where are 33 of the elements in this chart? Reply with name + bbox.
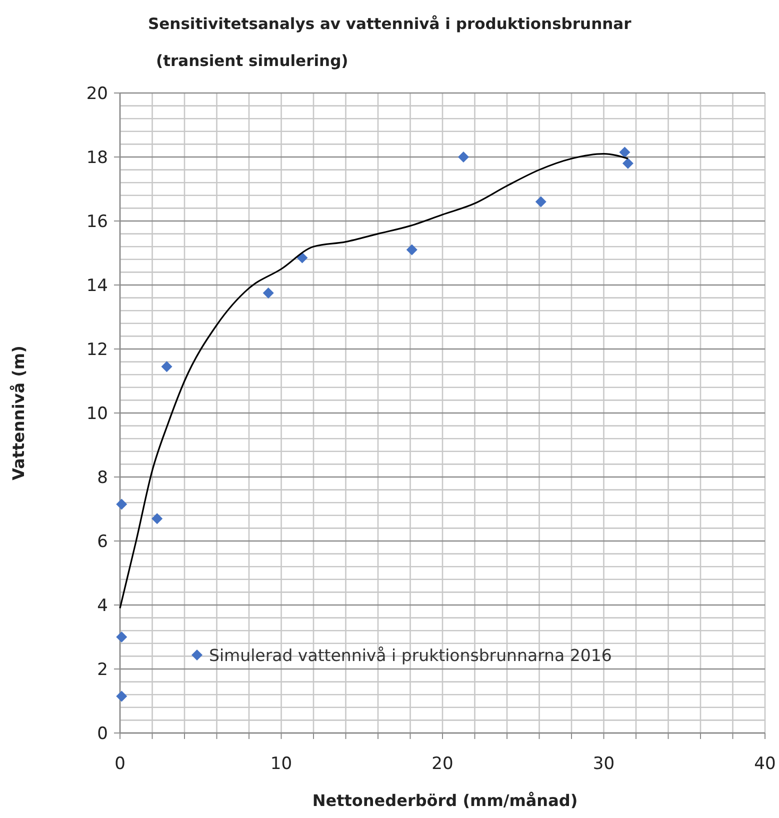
- y-tick-label: 4: [97, 596, 108, 616]
- point: [116, 632, 128, 642]
- y-tick-label: 2: [97, 660, 108, 680]
- x-tick-label: 20: [432, 754, 454, 774]
- point: [262, 288, 274, 298]
- y-tick-label: 14: [86, 276, 108, 296]
- x-tick-label: 0: [114, 754, 126, 774]
- point: [116, 690, 128, 702]
- point: [535, 196, 546, 208]
- y-tick-label: 12: [86, 340, 108, 360]
- x-axis-title: Nettonederbörd (mm/månad): [312, 791, 578, 810]
- point: [406, 244, 418, 256]
- point: [152, 513, 163, 524]
- chart-subtitle: (transient simulering): [156, 52, 348, 70]
- point: [116, 498, 128, 510]
- point: [161, 361, 172, 372]
- y-tick-label: 18: [86, 148, 108, 168]
- x-tick-label: 10: [270, 754, 292, 774]
- x-tick-label: 30: [592, 754, 615, 774]
- point: [458, 152, 469, 162]
- y-tick-label: 6: [97, 532, 108, 552]
- chart-title: Sensitivitetsanalys av vattennivå i produktionsbrunnar: [148, 15, 632, 33]
- y-tick-label: 8: [97, 468, 108, 488]
- point: [296, 252, 308, 264]
- y-tick-label: 0: [97, 724, 108, 744]
- y-tick-label: 10: [86, 404, 108, 424]
- point: [622, 158, 634, 169]
- y-axis-title: Vattennivå (m): [9, 346, 28, 480]
- legend-label: Simulerad vattennivå i pruktionsbrunnarna 2016: [209, 646, 612, 665]
- y-tick-label: 16: [86, 212, 108, 232]
- x-tick-label: 40: [754, 754, 776, 774]
- point: [619, 146, 630, 158]
- y-tick-label: 20: [86, 84, 108, 104]
